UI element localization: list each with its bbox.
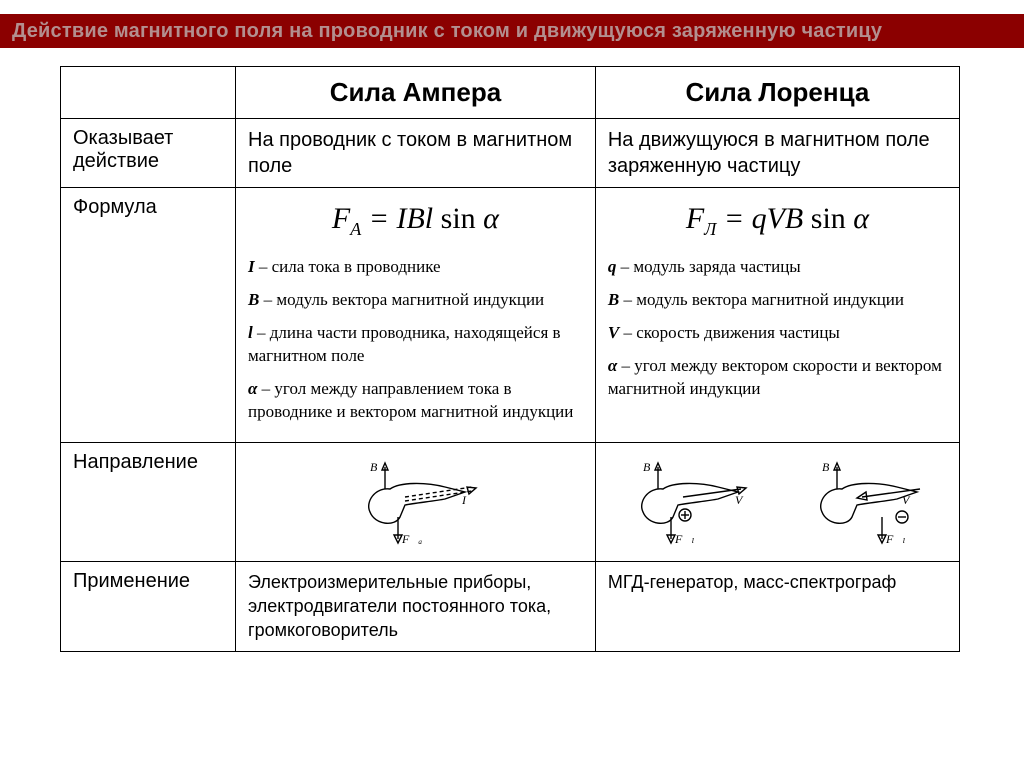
- cell-effect-ampere: На проводник с током в магнитном поле: [236, 119, 596, 188]
- definition-line: l – длина части проводника, находящейся …: [248, 322, 583, 368]
- row-label-application: Применение: [61, 561, 236, 651]
- definition-line: B – модуль вектора магнитной индукции: [608, 289, 947, 312]
- header-row: Сила Ампера Сила Лоренца: [61, 67, 960, 119]
- row-direction: Направление B⃗ I: [61, 442, 960, 561]
- defs-ampere: I – сила тока в проводнике B – модуль век…: [248, 256, 583, 424]
- svg-text:F⃗ₐ: F⃗ₐ: [401, 532, 423, 546]
- row-effect: Оказывает действие На проводник с током …: [61, 119, 960, 188]
- comparison-table: Сила Ампера Сила Лоренца Оказывает дейст…: [60, 66, 960, 652]
- formula-ampere: FA = IBl sin α: [248, 202, 583, 240]
- header-blank: [61, 67, 236, 119]
- cell-effect-lorentz: На движущуюся в магнитном поле заряженну…: [595, 119, 959, 188]
- definition-line: I – сила тока в проводнике: [248, 256, 583, 279]
- definition-line: V – скорость движения частицы: [608, 322, 947, 345]
- svg-text:F⃗ₗ: F⃗ₗ: [674, 532, 695, 546]
- svg-text:F⃗ₗ: F⃗ₗ: [885, 532, 906, 546]
- svg-text:V⃗: V⃗: [735, 493, 752, 507]
- definition-line: q – модуль заряда частицы: [608, 256, 947, 279]
- hand-rule-lorentz-minus-icon: B⃗ V⃗ F⃗ₗ: [802, 457, 932, 547]
- definition-line: α – угол между направлением тока в прово…: [248, 378, 583, 424]
- svg-text:B⃗: B⃗: [643, 460, 660, 474]
- svg-text:I: I: [461, 493, 467, 507]
- definition-line: α – угол между вектором скорости и векто…: [608, 355, 947, 401]
- cell-direction-lorentz: B⃗ V⃗ F⃗ₗ B⃗ V⃗: [595, 442, 959, 561]
- row-label-formula: Формула: [61, 188, 236, 443]
- row-application: Применение Электроизмерительные приборы,…: [61, 561, 960, 651]
- hand-rule-lorentz-plus-icon: B⃗ V⃗ F⃗ₗ: [623, 457, 753, 547]
- cell-application-lorentz: МГД-генератор, масс-спектрограф: [595, 561, 959, 651]
- cell-direction-ampere: B⃗ I F⃗ₐ: [236, 442, 596, 561]
- definition-line: B – модуль вектора магнитной индукции: [248, 289, 583, 312]
- slide-title: Действие магнитного поля на проводник с …: [12, 20, 1012, 43]
- cell-formula-lorentz: FЛ = qVB sin α q – модуль заряда частицы…: [595, 188, 959, 443]
- formula-lorentz: FЛ = qVB sin α: [608, 202, 947, 240]
- hand-rule-ampere-icon: B⃗ I F⃗ₐ: [350, 457, 480, 547]
- defs-lorentz: q – модуль заряда частицы B – модуль вект…: [608, 256, 947, 401]
- row-formula: Формула FA = IBl sin α I – сила тока в п…: [61, 188, 960, 443]
- svg-text:V⃗: V⃗: [902, 493, 919, 507]
- cell-application-ampere: Электроизмерительные приборы, электродви…: [236, 561, 596, 651]
- col-header-ampere: Сила Ампера: [236, 67, 596, 119]
- col-header-lorentz: Сила Лоренца: [595, 67, 959, 119]
- svg-text:B⃗: B⃗: [822, 460, 839, 474]
- svg-text:B⃗: B⃗: [370, 460, 387, 474]
- row-label-direction: Направление: [61, 442, 236, 561]
- row-label-effect: Оказывает действие: [61, 119, 236, 188]
- cell-formula-ampere: FA = IBl sin α I – сила тока в проводник…: [236, 188, 596, 443]
